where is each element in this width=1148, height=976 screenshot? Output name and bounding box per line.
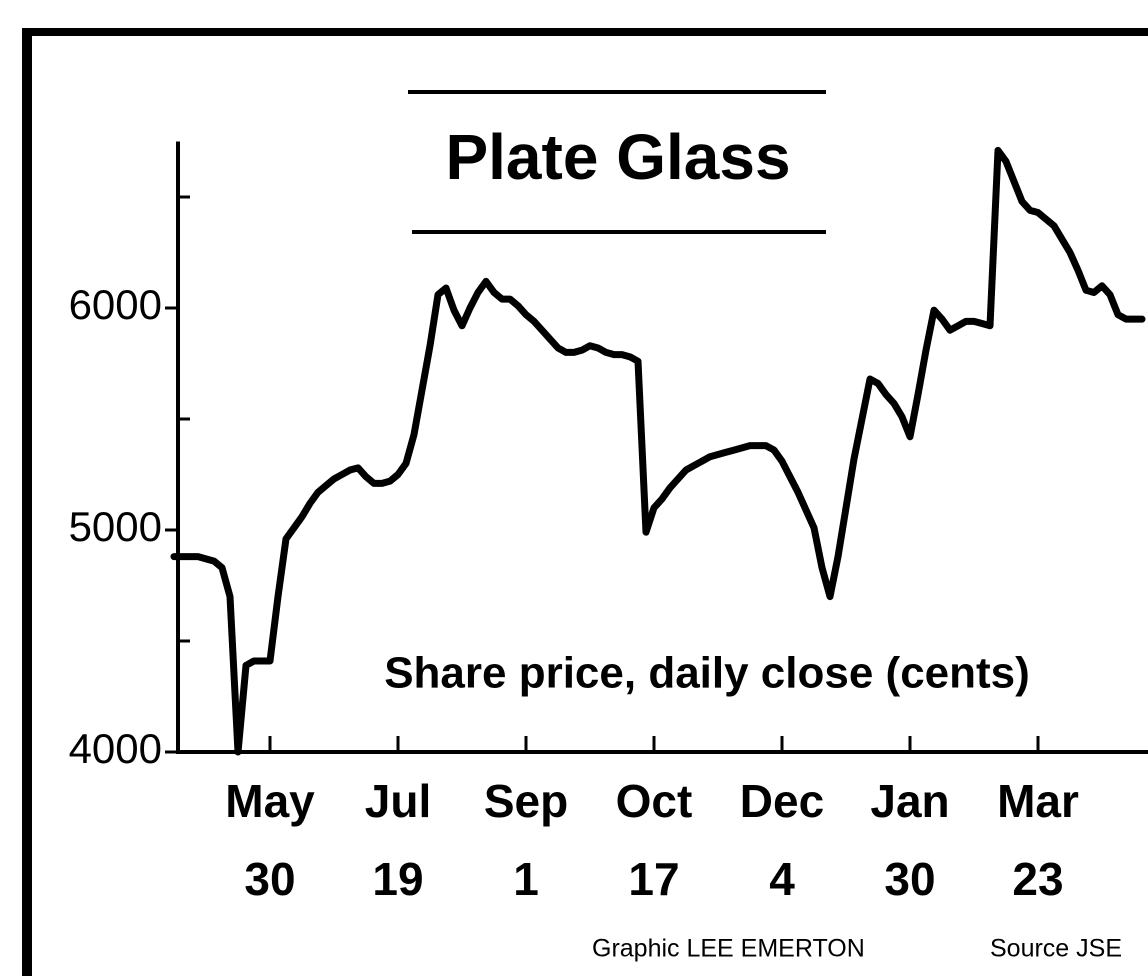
credit: Graphic LEE EMERTON bbox=[592, 935, 865, 963]
frame-left bbox=[22, 28, 32, 976]
x-tick-label: Sep 1 bbox=[483, 775, 569, 905]
price-line bbox=[170, 146, 1146, 756]
chart-title: Plate Glass bbox=[445, 121, 790, 193]
y-tick-label: 4000 bbox=[69, 725, 162, 772]
x-tick-label: Mar 23 bbox=[997, 775, 1079, 905]
x-tick-label: May 30 bbox=[225, 775, 315, 905]
x-tick-label: Oct 17 bbox=[615, 775, 693, 905]
y-tick-label: 5000 bbox=[69, 503, 162, 550]
credit: Source JSE bbox=[990, 935, 1122, 963]
chart-subtitle: Share price, daily close (cents) bbox=[384, 649, 1030, 698]
y-tick-label: 6000 bbox=[69, 281, 162, 328]
x-tick-label: Jul 19 bbox=[364, 775, 432, 905]
x-tick-label: Jan 30 bbox=[870, 775, 950, 905]
frame-top bbox=[22, 28, 1148, 36]
x-tick-label: Dec 4 bbox=[739, 775, 825, 905]
